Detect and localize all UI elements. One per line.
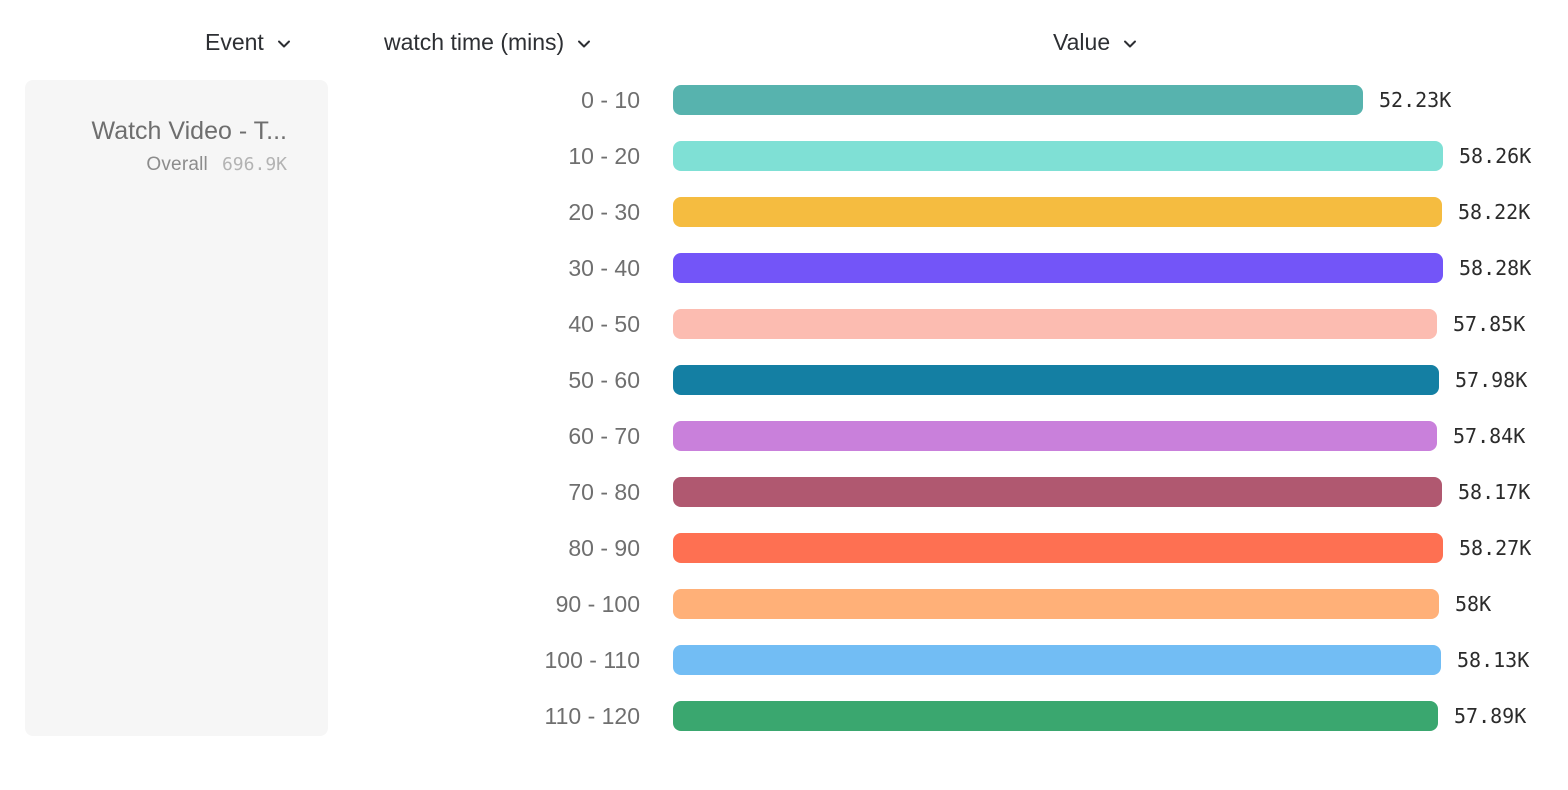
bar-value-label: 57.98K	[1455, 368, 1528, 392]
bar-row: 60 - 70 57.84K	[0, 408, 1568, 464]
event-card[interactable]: Watch Video - T... Overall 696.9K	[25, 80, 328, 736]
bar-row: 20 - 30 58.22K	[0, 184, 1568, 240]
bar-value-label: 58.17K	[1458, 480, 1531, 504]
bar-row: 90 - 100 58K	[0, 576, 1568, 632]
bar[interactable]	[673, 589, 1439, 619]
bucket-label: 20 - 30	[568, 198, 640, 225]
bar-value-label: 57.84K	[1453, 424, 1526, 448]
bar[interactable]	[673, 421, 1437, 451]
bucket-label: 0 - 10	[581, 86, 640, 113]
bar[interactable]	[673, 85, 1363, 115]
bucket-label: 90 - 100	[555, 590, 640, 617]
bar-value-label: 57.89K	[1454, 704, 1527, 728]
event-overall-row: Overall 696.9K	[45, 152, 287, 178]
bucket-label: 30 - 40	[568, 254, 640, 281]
bar[interactable]	[673, 533, 1443, 563]
bar[interactable]	[673, 141, 1443, 171]
bar[interactable]	[673, 197, 1442, 227]
bar-row: 80 - 90 58.27K	[0, 520, 1568, 576]
bar-row: 10 - 20 58.26K	[0, 128, 1568, 184]
overall-label: Overall	[146, 154, 208, 175]
bar-row: 70 - 80 58.17K	[0, 464, 1568, 520]
bar-value-label: 52.23K	[1379, 88, 1452, 112]
breakdown-column-dropdown[interactable]: watch time (mins)	[384, 26, 592, 58]
bar-value-label: 58.13K	[1457, 648, 1530, 672]
bucket-label: 100 - 110	[544, 646, 640, 673]
bucket-label: 110 - 120	[544, 702, 640, 729]
value-column-label: Value	[1053, 28, 1111, 55]
bar[interactable]	[673, 253, 1443, 283]
bar[interactable]	[673, 365, 1439, 395]
bucket-label: 70 - 80	[568, 478, 640, 505]
event-column-label: Event	[205, 28, 264, 55]
bar[interactable]	[673, 645, 1441, 675]
bar-value-label: 58K	[1455, 592, 1492, 616]
bar-row: 110 - 120 57.89K	[0, 688, 1568, 744]
chevron-down-icon	[276, 33, 292, 52]
bucket-label: 50 - 60	[568, 366, 640, 393]
bar-row: 30 - 40 58.28K	[0, 240, 1568, 296]
bucket-label: 40 - 50	[568, 310, 640, 337]
bucket-label: 10 - 20	[568, 142, 640, 169]
bar-row: 0 - 10 52.23K	[0, 72, 1568, 128]
event-name: Watch Video - T...	[91, 117, 287, 145]
bucket-label: 60 - 70	[568, 422, 640, 449]
bar-chart: 0 - 10 52.23K 10 - 20 58.26K 20 - 30 58.…	[0, 72, 1568, 744]
bar-value-label: 58.27K	[1459, 536, 1532, 560]
chevron-down-icon	[576, 33, 592, 52]
bar-row: 100 - 110 58.13K	[0, 632, 1568, 688]
bar-value-label: 58.22K	[1458, 200, 1531, 224]
bar[interactable]	[673, 701, 1438, 731]
event-column-dropdown[interactable]: Event	[205, 26, 292, 58]
bar[interactable]	[673, 477, 1442, 507]
bucket-label: 80 - 90	[568, 534, 640, 561]
value-column-dropdown[interactable]: Value	[1053, 26, 1138, 58]
bar-value-label: 58.26K	[1459, 144, 1532, 168]
bar[interactable]	[673, 309, 1437, 339]
bar-row: 50 - 60 57.98K	[0, 352, 1568, 408]
chevron-down-icon	[1122, 33, 1138, 52]
breakdown-column-label: watch time (mins)	[384, 28, 565, 55]
bar-row: 40 - 50 57.85K	[0, 296, 1568, 352]
bar-value-label: 57.85K	[1453, 312, 1526, 336]
bar-value-label: 58.28K	[1459, 256, 1532, 280]
overall-value: 696.9K	[221, 154, 287, 175]
